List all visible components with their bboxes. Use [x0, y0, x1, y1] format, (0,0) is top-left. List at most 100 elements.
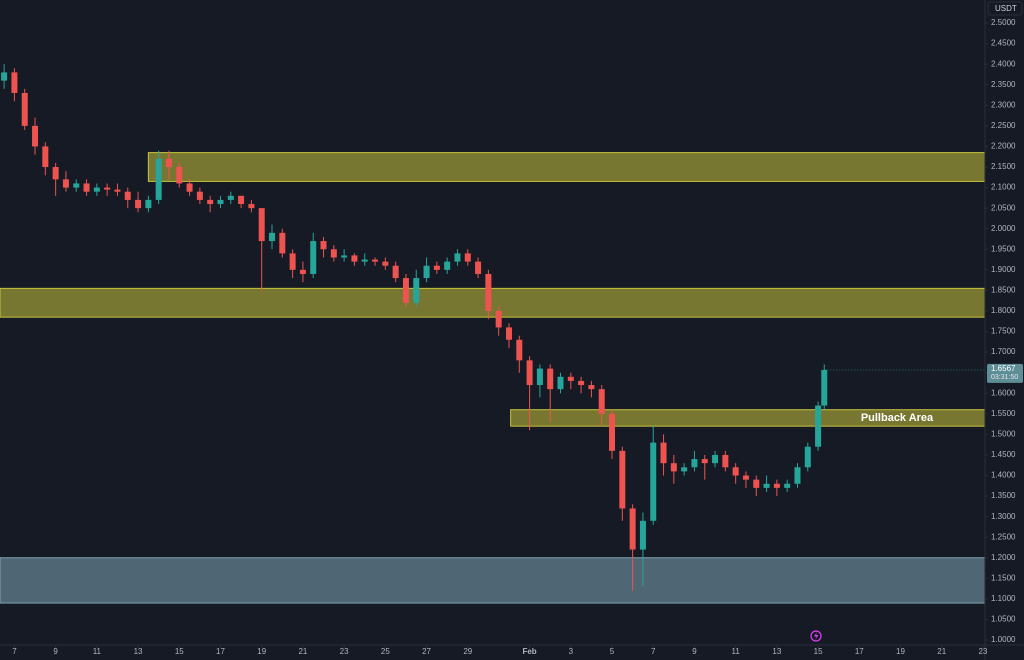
y-tick-label: 2.4500 [991, 39, 1016, 48]
candle-body [93, 187, 100, 192]
candle-body [402, 278, 409, 303]
candle-body [742, 475, 749, 480]
candle-body [660, 442, 667, 464]
x-tick-label: 3 [569, 647, 574, 656]
candle-body [681, 467, 688, 472]
candle-body [413, 278, 420, 303]
x-tick-label: 19 [257, 647, 266, 656]
candle-body [207, 199, 214, 205]
candle-body [598, 389, 605, 414]
candle-body [299, 269, 306, 274]
candle-body [567, 376, 574, 381]
candle-body [609, 413, 616, 451]
y-tick-label: 2.1500 [991, 162, 1016, 171]
zone [0, 287, 986, 318]
y-tick-label: 1.1000 [991, 594, 1016, 603]
candle-body [176, 167, 183, 184]
candle-body [289, 253, 296, 270]
y-tick-label: 2.1000 [991, 183, 1016, 192]
y-tick-label: 1.0500 [991, 615, 1016, 624]
candle-body [639, 520, 646, 550]
candle-body [279, 232, 286, 254]
x-tick-label: 23 [978, 647, 987, 656]
candle-body [238, 195, 245, 205]
candle-body [722, 454, 729, 468]
x-tick-label: 23 [340, 647, 349, 656]
candle-body [341, 255, 348, 258]
candle-body [114, 189, 121, 192]
y-tick-label: 1.8500 [991, 286, 1016, 295]
candle-body [155, 158, 162, 200]
candle-body [505, 327, 512, 340]
x-tick-label: 11 [93, 647, 102, 656]
y-tick-label: 1.5500 [991, 409, 1016, 418]
candle-body [135, 199, 142, 209]
y-tick-label: 1.6000 [991, 388, 1016, 397]
candle-body [83, 183, 90, 192]
candle-body [516, 339, 523, 361]
candle-body [691, 459, 698, 468]
y-tick-label: 2.2000 [991, 142, 1016, 151]
y-tick-label: 1.3000 [991, 512, 1016, 521]
candle-body [773, 483, 780, 488]
y-tick-label: 1.0000 [991, 635, 1016, 644]
candle-body [320, 241, 327, 250]
candle-body [165, 158, 172, 168]
zones: Pullback Area [0, 152, 986, 604]
candle-body [372, 259, 379, 262]
time-axis [0, 645, 1024, 660]
candle-body [804, 446, 811, 468]
candle-body [547, 368, 554, 390]
candle-body [619, 450, 626, 509]
y-tick-label: 2.3000 [991, 100, 1016, 109]
candle-body [670, 463, 677, 472]
last-price-box [987, 363, 1023, 383]
zone [0, 557, 986, 604]
candle-body [351, 255, 358, 262]
last-price: 1.6567 [991, 364, 1016, 373]
x-tick-label: 13 [134, 647, 143, 656]
x-tick-label: 5 [610, 647, 615, 656]
x-tick-label: 9 [53, 647, 58, 656]
y-tick-label: 2.5000 [991, 18, 1016, 27]
x-tick-label: 9 [692, 647, 697, 656]
y-tick-label: 2.3500 [991, 80, 1016, 89]
y-tick-label: 1.3500 [991, 491, 1016, 500]
x-tick-label: 7 [12, 647, 17, 656]
candle-body [433, 265, 440, 270]
x-tick-label: 19 [896, 647, 905, 656]
price-axis [985, 0, 1024, 660]
y-tick-label: 1.4500 [991, 450, 1016, 459]
candle-body [217, 199, 224, 205]
candle-body [454, 253, 461, 262]
currency-box [987, 1, 1023, 16]
y-tick-label: 1.5000 [991, 429, 1016, 438]
y-tick-label: 2.4000 [991, 59, 1016, 68]
candle-body [753, 479, 760, 488]
candle-body [794, 467, 801, 484]
y-tick-label: 1.9000 [991, 265, 1016, 274]
replay-icon[interactable] [810, 630, 822, 642]
x-tick-label: 17 [216, 647, 225, 656]
x-tick-label: 25 [381, 647, 390, 656]
x-tick-label: 21 [937, 647, 946, 656]
x-tick-label: 27 [422, 647, 431, 656]
candle-body [32, 125, 39, 147]
candle-body [701, 459, 708, 464]
candle-body [712, 454, 719, 464]
y-tick-label: 2.0500 [991, 203, 1016, 212]
candle-body [248, 204, 255, 209]
candle-body [423, 265, 430, 279]
candle-body [104, 187, 111, 190]
candle-body [361, 259, 368, 262]
candle-body [821, 369, 828, 406]
candle-body [732, 467, 739, 476]
y-tick-label: 2.2500 [991, 121, 1016, 130]
zone [147, 152, 986, 182]
candle-body [475, 261, 482, 274]
y-tick-label: 1.4000 [991, 471, 1016, 480]
y-tick-label: 1.7000 [991, 347, 1016, 356]
candle-body [258, 208, 265, 242]
candle-body [124, 191, 131, 200]
x-tick-label: 15 [175, 647, 184, 656]
